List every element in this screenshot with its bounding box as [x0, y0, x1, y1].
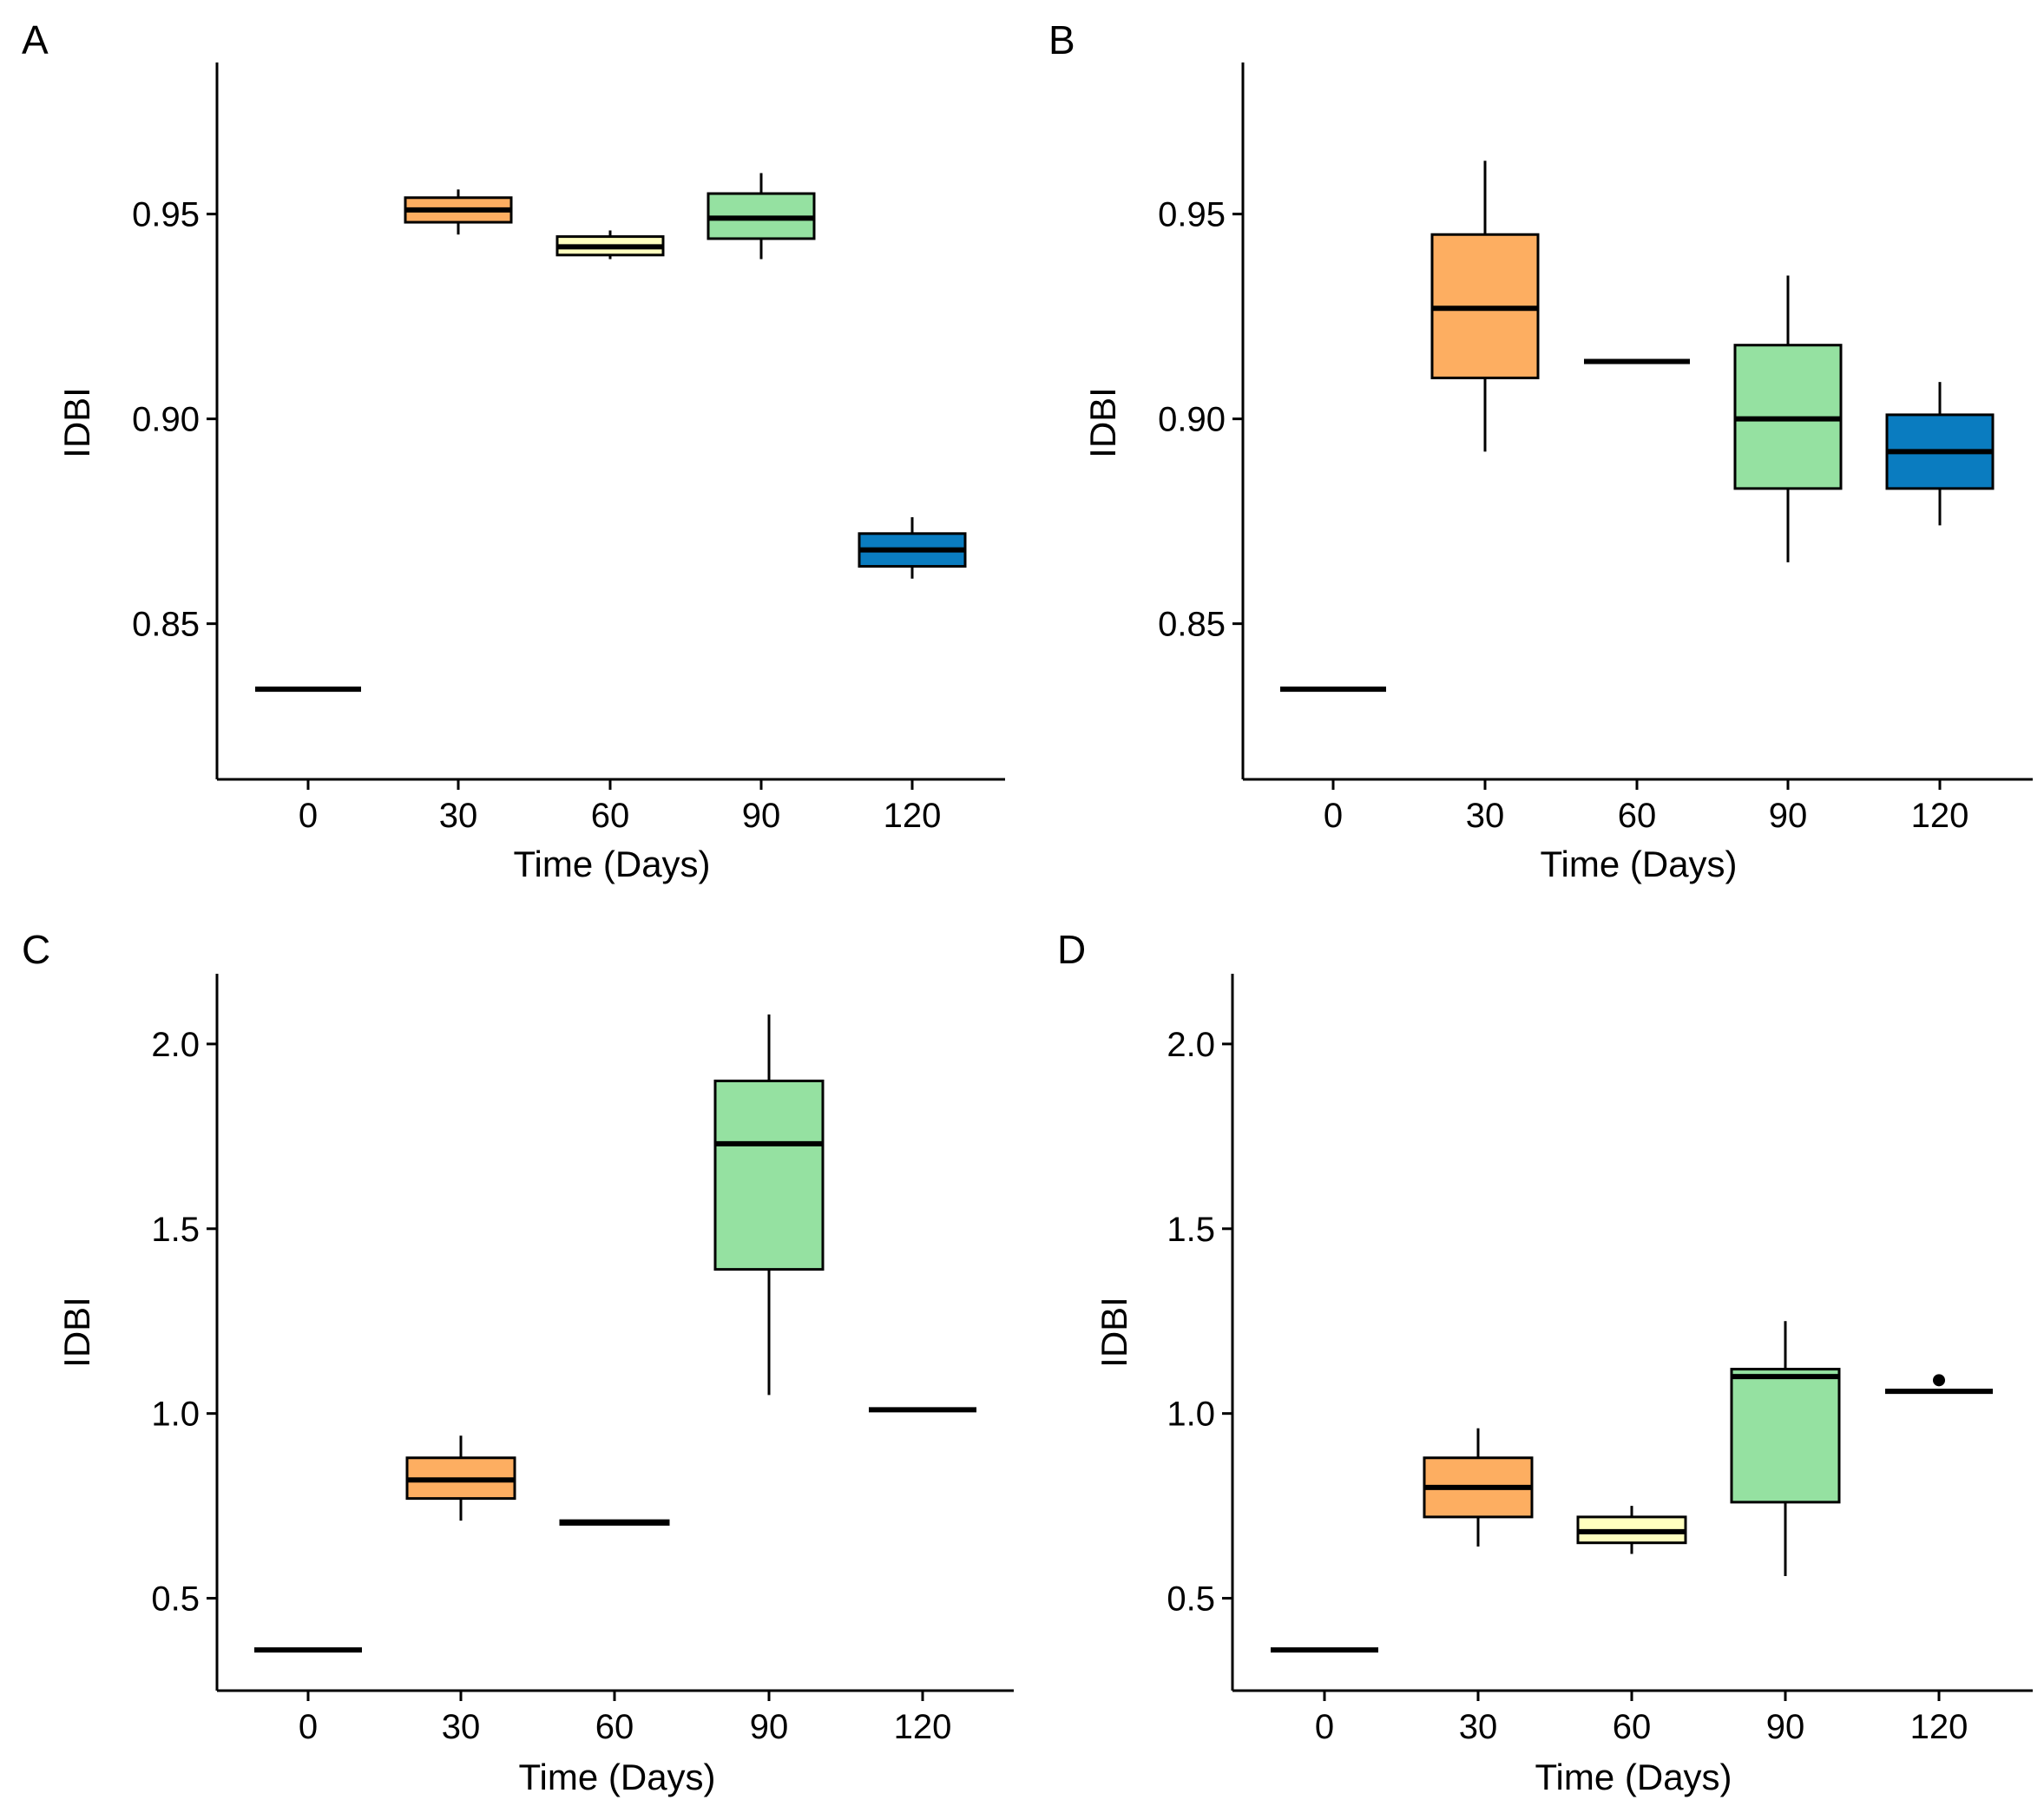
xlabel-a: Time (Days): [513, 844, 710, 884]
box-90: [1730, 1321, 1841, 1577]
x-tick-label: 120: [894, 1708, 952, 1746]
x-tick-label: 90: [742, 797, 781, 835]
panel-a-plot: 0.85 0.90 0.95 0 30 60 90 120: [132, 62, 1005, 835]
box-30: [405, 1435, 516, 1521]
y-tick-label: 1.0: [1167, 1396, 1215, 1434]
box-rect: [1730, 1368, 1841, 1504]
x-tick-label: 30: [1466, 797, 1505, 835]
x-tick-label: 120: [1910, 1708, 1968, 1746]
ylabel-b: IDBI: [1082, 387, 1123, 458]
xlabel-d: Time (Days): [1535, 1757, 1732, 1797]
x-tick-label: 30: [1459, 1708, 1498, 1746]
x-tick-label: 90: [1769, 797, 1808, 835]
y-tick-label: 1.0: [151, 1396, 200, 1434]
box-60: [559, 1519, 670, 1526]
x-tick-label: 120: [1911, 797, 1969, 835]
panel-label-c: C: [22, 927, 50, 972]
box-60: [1576, 1506, 1687, 1554]
box-rect: [713, 1079, 825, 1271]
box-90: [1733, 275, 1843, 562]
x-tick-label: 60: [1618, 797, 1657, 835]
y-tick-label: 0.85: [1158, 606, 1226, 644]
x-tick-label: 120: [884, 797, 942, 835]
ylabel-d: IDBI: [1094, 1297, 1134, 1368]
panel-c-plot: 0.5 1.0 1.5 2.0 0 30 60 90 120: [151, 974, 1014, 1746]
y-tick-label: 0.5: [151, 1580, 200, 1619]
x-tick-label: 0: [1315, 1708, 1334, 1746]
box-30: [1423, 1428, 1534, 1547]
panel-label-b: B: [1048, 17, 1075, 62]
y-tick-label: 1.5: [1167, 1211, 1215, 1249]
x-tick-label: 90: [750, 1708, 789, 1746]
box-30: [404, 189, 513, 235]
box-90: [713, 1014, 825, 1396]
box-120: [1885, 382, 1995, 526]
x-tick-label: 0: [299, 797, 318, 835]
y-tick-label: 0.90: [132, 401, 200, 439]
x-tick-label: 30: [442, 1708, 481, 1746]
y-tick-label: 0.95: [132, 196, 200, 234]
y-tick-label: 0.5: [1167, 1580, 1215, 1619]
box-120: [858, 516, 967, 579]
box-90: [707, 173, 816, 259]
x-tick-label: 90: [1766, 1708, 1805, 1746]
y-tick-label: 0.85: [132, 606, 200, 644]
y-tick-label: 1.5: [151, 1211, 200, 1249]
y-tick-label: 2.0: [1167, 1026, 1215, 1064]
x-tick-label: 60: [595, 1708, 634, 1746]
x-tick-label: 60: [1613, 1708, 1652, 1746]
panel-b-plot: 0.85 0.90 0.95 0 30 60 90 120: [1158, 62, 2033, 835]
x-tick-label: 60: [591, 797, 630, 835]
y-tick-label: 2.0: [151, 1026, 200, 1064]
x-tick-label: 0: [1324, 797, 1343, 835]
y-tick-label: 0.90: [1158, 401, 1226, 439]
panel-d-plot: 0.5 1.0 1.5 2.0 0 30 60 90 120: [1167, 974, 2033, 1746]
ylabel-c: IDBI: [56, 1297, 97, 1368]
y-tick-label: 0.95: [1158, 196, 1226, 234]
ylabel-a: IDBI: [56, 387, 97, 458]
xlabel-c: Time (Days): [518, 1757, 715, 1797]
x-tick-label: 30: [439, 797, 478, 835]
panel-label-d: D: [1057, 927, 1086, 972]
xlabel-b: Time (Days): [1540, 844, 1737, 884]
outlier-point: [1933, 1374, 1945, 1387]
box-30: [1430, 161, 1540, 452]
box-120: [1885, 1374, 1993, 1395]
box-60: [555, 230, 665, 259]
x-tick-label: 0: [299, 1708, 318, 1746]
panel-label-a: A: [22, 17, 49, 62]
